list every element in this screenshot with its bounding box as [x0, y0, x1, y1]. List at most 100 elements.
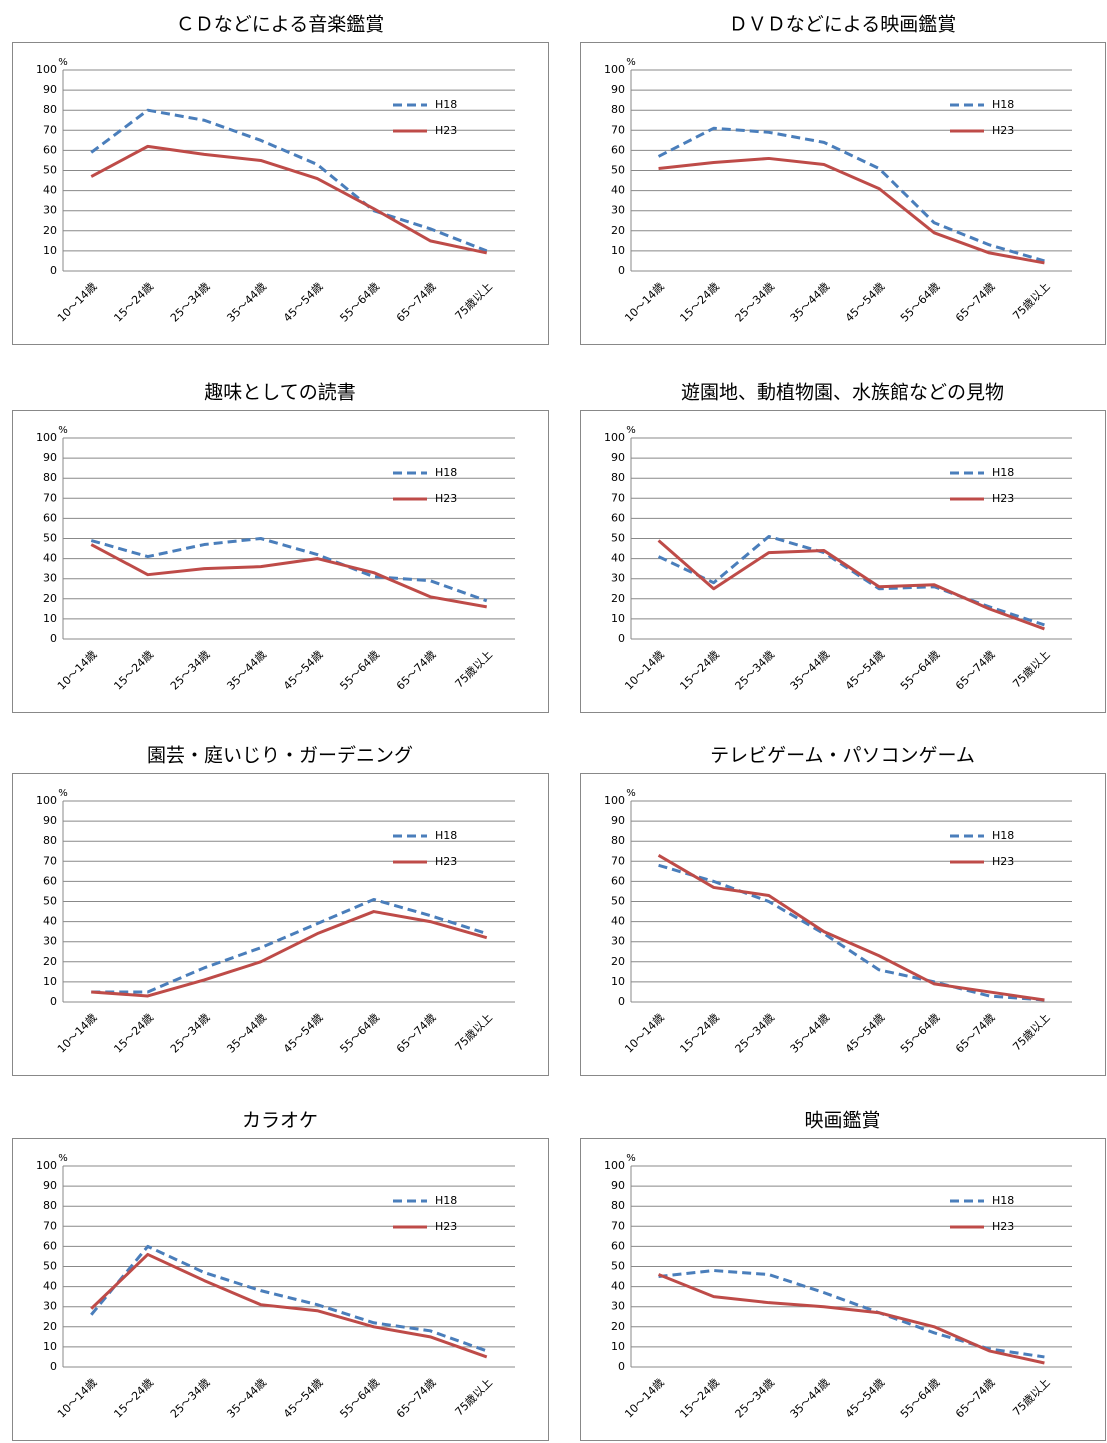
y-tick-label: 90	[43, 1179, 57, 1192]
y-axis-label: %	[626, 57, 636, 68]
x-tick-label: 55〜64歳	[337, 280, 382, 325]
series-line	[90, 537, 488, 603]
x-tick-label: 35〜44歳	[224, 1011, 269, 1056]
y-tick-label: 60	[43, 1239, 57, 1252]
y-tick-label: 0	[618, 632, 625, 645]
series-line	[91, 897, 488, 994]
y-tick-label: 0	[618, 995, 625, 1008]
y-tick-label: 70	[611, 854, 625, 867]
y-tick-label: 100	[36, 1159, 57, 1172]
y-tick-label: 60	[611, 1239, 625, 1252]
y-tick-label: 30	[43, 935, 57, 948]
series-line	[657, 126, 1045, 263]
y-tick-label: 40	[43, 1280, 57, 1293]
legend-label: H23	[992, 124, 1014, 137]
legend-label: H23	[435, 1220, 457, 1233]
x-tick-label: 65〜74歳	[394, 1011, 439, 1056]
series-line	[90, 1252, 488, 1359]
legend-label: H18	[435, 98, 457, 111]
y-tick-label: 10	[43, 612, 57, 625]
y-tick-label: 20	[611, 224, 625, 237]
y-tick-label: 40	[611, 552, 625, 565]
y-tick-label: 50	[43, 532, 57, 545]
x-tick-label: 25〜34歳	[733, 1011, 778, 1056]
x-tick-label: 75歳以上	[1010, 1376, 1052, 1418]
y-tick-label: 80	[611, 834, 625, 847]
y-tick-label: 0	[618, 1360, 625, 1373]
y-tick-label: 0	[50, 995, 57, 1008]
x-tick-label: 55〜64歳	[898, 648, 943, 693]
chart-title: テレビゲーム・パソコンゲーム	[710, 745, 975, 767]
y-tick-label: 20	[43, 224, 57, 237]
chart: 遊園地、動植物園、水族館などの見物 0 10 20 30 40 50 60 70 80 90 100%…	[580, 382, 1106, 713]
y-tick-label: 40	[43, 915, 57, 928]
y-tick-label: 30	[611, 572, 625, 585]
x-tick-label: 25〜34歳	[733, 648, 778, 693]
x-tick-label: 10〜14歳	[55, 1376, 100, 1421]
y-tick-label: 0	[50, 632, 57, 645]
y-tick-label: 20	[43, 1320, 57, 1333]
x-tick-label: 15〜24歳	[677, 1011, 722, 1056]
legend-label: H18	[992, 466, 1014, 479]
chart-frame	[12, 410, 549, 713]
y-tick-label: 20	[43, 592, 57, 605]
y-tick-label: 90	[43, 814, 57, 827]
x-tick-label: 35〜44歳	[224, 280, 269, 325]
x-tick-label: 15〜24歳	[111, 1376, 156, 1421]
x-tick-label: 45〜54歳	[843, 280, 888, 325]
y-tick-label: 10	[43, 975, 57, 988]
legend-label: H18	[435, 466, 457, 479]
x-tick-label: 45〜54歳	[281, 280, 326, 325]
x-tick-label: 15〜24歳	[111, 1011, 156, 1056]
x-tick-label: 55〜64歳	[898, 1376, 943, 1421]
y-tick-label: 10	[611, 1340, 625, 1353]
chart-title: 趣味としての読書	[204, 382, 355, 404]
y-axis-label: %	[626, 425, 636, 436]
legend-label: H18	[992, 829, 1014, 842]
series-line	[658, 1273, 1045, 1365]
x-tick-label: 10〜14歳	[622, 1376, 667, 1421]
x-tick-label: 15〜24歳	[677, 280, 722, 325]
legend-label: H23	[992, 492, 1014, 505]
y-tick-label: 90	[43, 83, 57, 96]
y-tick-label: 10	[611, 612, 625, 625]
y-tick-label: 60	[611, 874, 625, 887]
x-tick-label: 25〜34歳	[168, 1011, 213, 1056]
y-tick-label: 90	[43, 451, 57, 464]
legend-label: H23	[992, 1220, 1014, 1233]
y-tick-label: 30	[43, 204, 57, 217]
x-tick-label: 45〜54歳	[843, 1376, 888, 1421]
x-tick-label: 10〜14歳	[55, 1011, 100, 1056]
chart-title: 園芸・庭いじり・ガーデニング	[147, 745, 413, 767]
legend-label: H23	[435, 492, 457, 505]
y-tick-label: 70	[611, 123, 625, 136]
y-tick-label: 0	[50, 1360, 57, 1373]
x-tick-label: 55〜64歳	[337, 648, 382, 693]
y-tick-label: 20	[43, 955, 57, 968]
chart-frame	[580, 42, 1106, 345]
y-tick-label: 50	[43, 895, 57, 908]
x-tick-label: 25〜34歳	[733, 280, 778, 325]
x-tick-label: 65〜74歳	[394, 280, 439, 325]
y-tick-label: 30	[43, 572, 57, 585]
legend-label: H23	[992, 855, 1014, 868]
y-tick-label: 100	[36, 63, 57, 76]
y-tick-label: 40	[611, 1280, 625, 1293]
y-tick-label: 60	[611, 143, 625, 156]
chart: ＣＤなどによる音楽鑑賞 0 10 20 30 40 50 60 70 80 90 100% 10〜14歳…	[12, 14, 549, 345]
x-tick-label: 55〜64歳	[898, 280, 943, 325]
x-tick-label: 65〜74歳	[953, 648, 998, 693]
y-tick-label: 10	[611, 244, 625, 257]
chart-title: 遊園地、動植物園、水族館などの見物	[681, 382, 1004, 404]
x-tick-label: 35〜44歳	[788, 1011, 833, 1056]
y-axis-label: %	[58, 425, 68, 436]
y-tick-label: 70	[43, 1219, 57, 1232]
x-tick-label: 65〜74歳	[953, 1376, 998, 1421]
x-tick-label: 75歳以上	[453, 280, 495, 322]
y-tick-label: 80	[43, 834, 57, 847]
x-tick-label: 10〜14歳	[622, 648, 667, 693]
chart-title: カラオケ	[242, 1110, 318, 1132]
y-tick-label: 10	[43, 1340, 57, 1353]
y-tick-label: 50	[611, 895, 625, 908]
y-tick-label: 20	[611, 955, 625, 968]
